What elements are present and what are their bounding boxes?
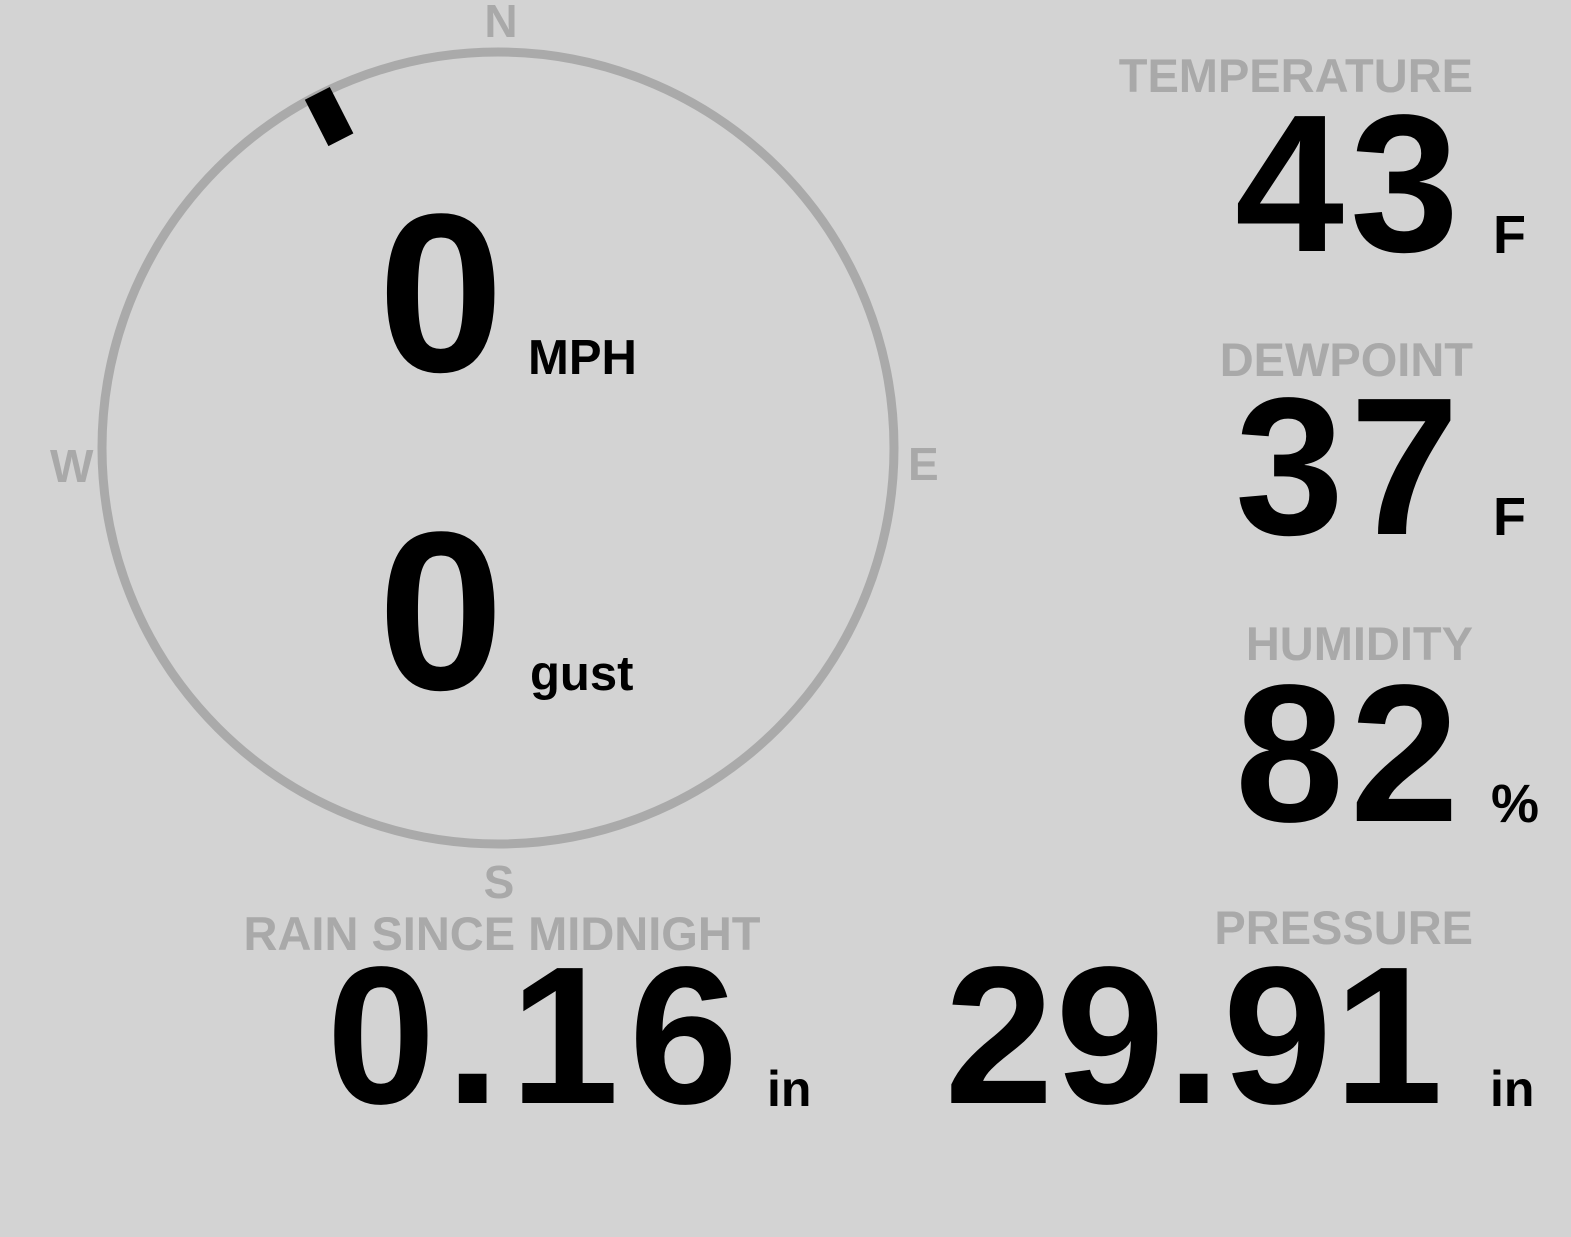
compass-ring — [97, 47, 899, 849]
wind-speed-value: 0 — [378, 166, 504, 419]
pressure-label: PRESSURE — [1214, 901, 1473, 954]
wind-direction-marker — [304, 87, 354, 147]
temperature-unit: F — [1493, 205, 1526, 265]
compass-north-label: N — [484, 0, 518, 47]
temperature-value: 43 — [1234, 74, 1465, 293]
dewpoint-value: 37 — [1234, 357, 1465, 576]
compass-east-label: E — [908, 438, 939, 490]
pressure-unit: in — [1490, 1061, 1535, 1117]
humidity-value: 82 — [1234, 644, 1465, 863]
rain-value: 0.16 — [326, 926, 748, 1145]
compass-south-label: S — [483, 856, 515, 908]
humidity-unit: % — [1491, 774, 1540, 834]
humidity-label: HUMIDITY — [1245, 617, 1473, 670]
wind-gust-label: gust — [530, 647, 634, 701]
rain-unit: in — [767, 1061, 812, 1117]
temperature-label: TEMPERATURE — [1118, 49, 1473, 102]
wind-gust-value: 0 — [378, 484, 504, 737]
rain-label: RAIN SINCE MIDNIGHT — [243, 907, 761, 960]
wind-speed-unit: MPH — [528, 331, 637, 385]
compass-west-label: W — [50, 440, 94, 492]
dewpoint-label: DEWPOINT — [1219, 333, 1473, 386]
pressure-value: 29.91 — [944, 926, 1445, 1145]
dewpoint-unit: F — [1493, 487, 1526, 547]
